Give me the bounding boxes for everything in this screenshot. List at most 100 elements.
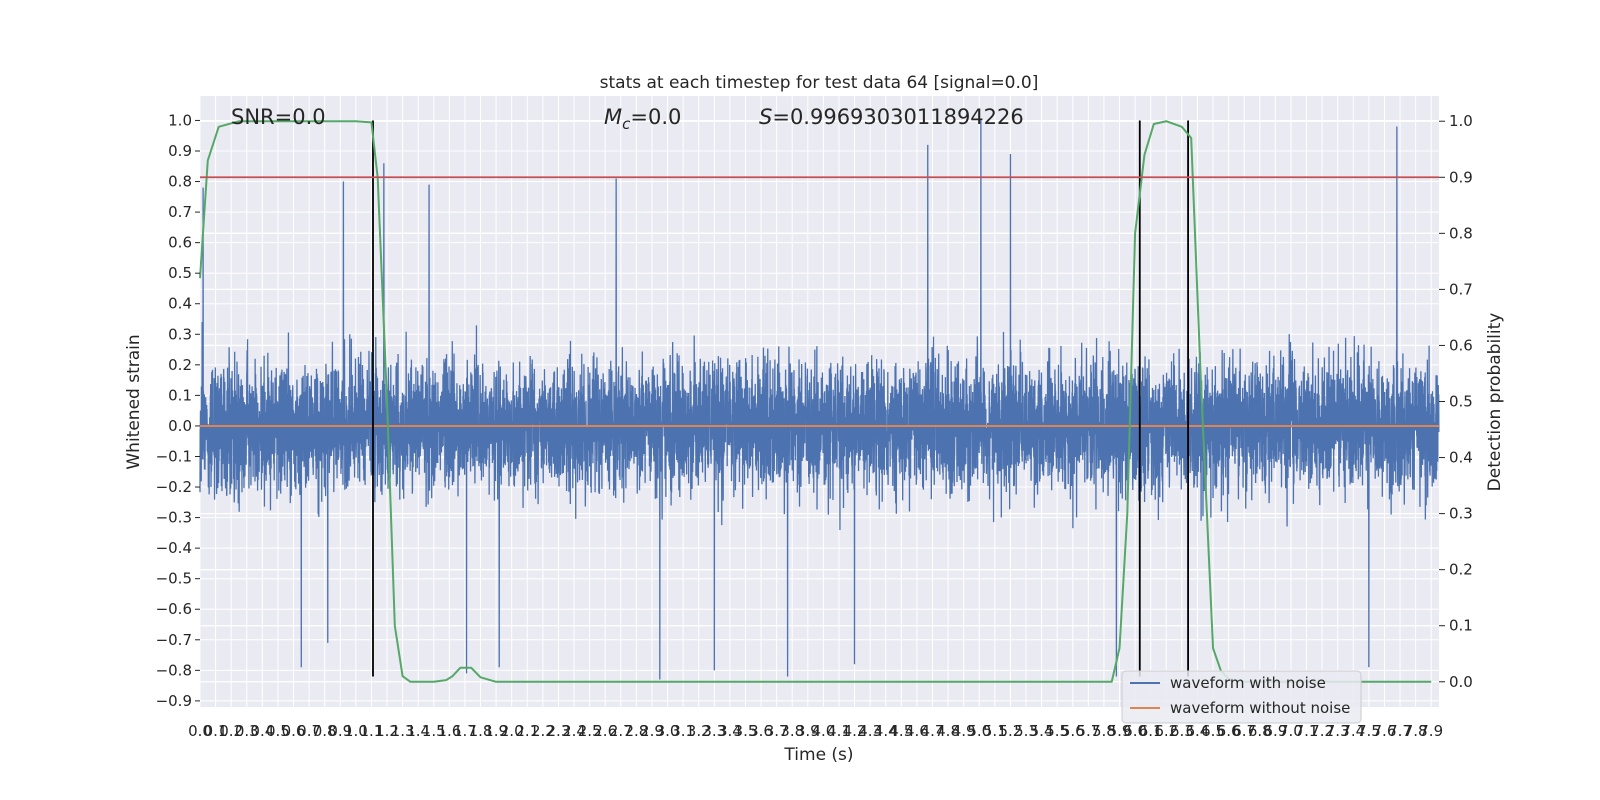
x-tick-label: 5.2	[998, 722, 1022, 740]
x-tick-label: 3.0	[656, 722, 680, 740]
y2-tick-labels: 0.0 0.1 0.2 0.3 0.4 0.5 0.6 0.7 0.8 0.9 1.0	[1439, 112, 1473, 691]
x-tick-label: 6.6	[1217, 722, 1241, 740]
x-tick-label: 5.4	[1030, 722, 1054, 740]
y-tick-label: 0.6	[168, 234, 192, 252]
vertical-markers	[372, 120, 1189, 677]
x-tick-label: 5.3	[1014, 722, 1038, 740]
y-tick-label: 0.2	[168, 356, 192, 374]
x-tick-label: 2.6	[593, 722, 617, 740]
y2-tick-label: 0.6	[1449, 336, 1473, 354]
x-tick-label: 5.1	[983, 722, 1007, 740]
y2-tick-label: 0.0	[1449, 673, 1473, 691]
x-tick-label: 1.2	[375, 722, 399, 740]
y2-tick-label: 0.7	[1449, 280, 1473, 298]
y-tick-label: 0.4	[168, 295, 192, 313]
x-tick-label: 1.4	[406, 722, 430, 740]
x-tick-label: 7.7	[1388, 722, 1412, 740]
x-tick-label: 1.6	[437, 722, 461, 740]
x-tick-label: 0.6	[282, 722, 306, 740]
x-tick-label: 0.3	[235, 722, 259, 740]
x-tick-label: 2.5	[578, 722, 602, 740]
x-tick-label: 2.8	[624, 722, 648, 740]
legend-label-noise: waveform with noise	[1170, 674, 1326, 692]
x-tick-label: 7.6	[1373, 722, 1397, 740]
x-tick-label: 3.5	[734, 722, 758, 740]
x-tick-label: 6.3	[1170, 722, 1194, 740]
legend-label-clean: waveform without noise	[1170, 699, 1350, 717]
x-tick-label: 6.5	[1201, 722, 1225, 740]
x-tick-label: 7.2	[1310, 722, 1334, 740]
y-axis-label: Whitened strain	[124, 334, 144, 469]
y-tick-label: −0.4	[156, 539, 192, 557]
x-tick-label: 1.9	[484, 722, 508, 740]
x-tick-label: 0.2	[219, 722, 243, 740]
chirp-mass-annotation: Mc=0.0	[604, 105, 681, 133]
x-tick-label: 2.7	[609, 722, 633, 740]
x-tick-label: 7.4	[1341, 722, 1365, 740]
x-tick-label: 1.3	[391, 722, 415, 740]
x-tick-label: 0.1	[204, 722, 228, 740]
y-tick-label: −0.1	[156, 447, 192, 465]
x-tick-label: 6.7	[1232, 722, 1256, 740]
x-tick-label: 4.7	[921, 722, 945, 740]
s-value: =0.9969303011894226	[772, 105, 1023, 129]
x-tick-label: 5.7	[1076, 722, 1100, 740]
x-tick-label: 0.0	[188, 722, 212, 740]
x-tick-label: 7.8	[1404, 722, 1428, 740]
x-tick-label: 2.4	[562, 722, 586, 740]
x-tick-label: 5.5	[1045, 722, 1069, 740]
x-tick-label: 5.0	[967, 722, 991, 740]
y-tick-label: −0.8	[156, 661, 192, 679]
x-tick-label: 7.9	[1419, 722, 1443, 740]
x-tick-label: 0.5	[266, 722, 290, 740]
y-tick-label: −0.2	[156, 478, 192, 496]
x-axis-label: Time (s)	[783, 745, 853, 765]
x-tick-label: 4.8	[936, 722, 960, 740]
score-annotation: S=0.9969303011894226	[759, 105, 1024, 129]
y2-tick-label: 0.8	[1449, 224, 1473, 242]
snr-annotation: SNR=0.0	[231, 105, 326, 129]
y2-tick-label: 1.0	[1449, 112, 1473, 130]
legend: waveform with noise waveform without noi…	[1121, 670, 1362, 724]
y2-tick-label: 0.1	[1449, 617, 1473, 635]
x-tick-label: 6.9	[1263, 722, 1287, 740]
chart-title: stats at each timestep for test data 64 …	[600, 73, 1039, 93]
x-tick-label: 5.6	[1061, 722, 1085, 740]
x-tick-label: 3.4	[718, 722, 742, 740]
mc-subscript: c	[622, 115, 631, 133]
y-tick-label: 0.1	[168, 386, 192, 404]
x-tick-label: 0.8	[313, 722, 337, 740]
x-tick-label: 7.5	[1357, 722, 1381, 740]
x-tick-label: 6.8	[1248, 722, 1272, 740]
x-tick-label: 4.2	[843, 722, 867, 740]
y2-axis-label: Detection probability	[1485, 313, 1505, 492]
mc-value: =0.0	[630, 105, 681, 129]
y2-tick-label: 0.5	[1449, 393, 1473, 411]
y-tick-labels: −0.9 −0.8 −0.7 −0.6 −0.5 −0.4 −0.3 −0.2 −0.1 0.0 0…	[156, 111, 200, 710]
s-symbol: S	[759, 105, 772, 129]
x-tick-label: 2.3	[547, 722, 571, 740]
y-tick-label: −0.7	[156, 631, 192, 649]
x-tick-label: 6.0	[1123, 722, 1147, 740]
y-tick-label: 0.9	[168, 142, 192, 160]
x-tick-label: 7.3	[1326, 722, 1350, 740]
y-tick-label: 0.0	[168, 417, 192, 435]
x-tick-label: 1.7	[453, 722, 477, 740]
x-tick-label: 4.0	[811, 722, 835, 740]
y-tick-label: −0.6	[156, 600, 192, 618]
series-waveform-with-noise	[199, 120, 1440, 680]
waveform-with-noise-line	[199, 120, 1440, 680]
x-tick-label: 3.6	[749, 722, 773, 740]
x-tick-label: 1.5	[422, 722, 446, 740]
x-tick-label: 2.9	[640, 722, 664, 740]
x-tick-label: 1.1	[360, 722, 384, 740]
x-tick-label: 4.1	[827, 722, 851, 740]
x-tick-label: 0.9	[328, 722, 352, 740]
mc-symbol: M	[604, 105, 622, 129]
x-tick-label: 7.1	[1295, 722, 1319, 740]
x-tick-label: 0.7	[297, 722, 321, 740]
y-tick-label: 0.5	[168, 264, 192, 282]
y2-tick-label: 0.3	[1449, 505, 1473, 523]
y2-tick-label: 0.2	[1449, 561, 1473, 579]
